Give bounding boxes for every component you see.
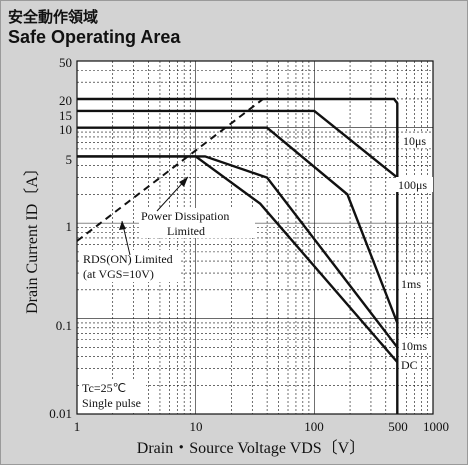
chart-title-japanese: 安全動作領域 [8, 8, 99, 26]
y-tick-label: 10 [59, 122, 72, 137]
x-tick-label: 10 [190, 419, 203, 434]
label-bg [399, 357, 421, 372]
label-bg [80, 379, 146, 412]
y-tick-label: 5 [66, 152, 73, 167]
series-label-10ms: 10ms [401, 339, 427, 353]
rds-on-condition-label: (at VGS=10V) [83, 267, 154, 281]
series-line-100us [77, 109, 399, 179]
series-line-1ms [77, 126, 399, 324]
series-line-rds-on-limited [76, 98, 264, 242]
label-bg [401, 133, 431, 148]
label-bg [139, 208, 255, 238]
plot-frame [76, 60, 434, 415]
label-bg [399, 276, 427, 291]
y-tick-label: 0.1 [56, 318, 72, 333]
label-bg [396, 177, 433, 192]
series-label-1ms: 1ms [401, 277, 421, 291]
y-tick-label: 15 [59, 108, 72, 123]
series-group [76, 97, 399, 414]
y-axis-label: Drain Current ID〔A〕 [23, 160, 41, 314]
x-tick-label: 100 [304, 419, 324, 434]
series-line-10us [77, 97, 399, 414]
x-tick-labels: 1 10 100 500 1000 [74, 419, 449, 434]
chart-title: Safe Operating Area [8, 27, 181, 47]
pointer-arrow [119, 221, 126, 230]
x-tick-label: 500 [388, 419, 408, 434]
label-bg [399, 338, 431, 353]
label-bg [81, 250, 179, 282]
series-label-10us: 10μs [403, 134, 426, 148]
x-tick-label: 1 [74, 419, 81, 434]
series-label-100us: 100μs [398, 178, 427, 192]
series-label-dc: DC [401, 358, 418, 372]
single-pulse-label: Single pulse [82, 396, 141, 410]
tc-condition-label: Tc=25℃ [82, 381, 126, 395]
y-tick-labels: 0.01 0.1 1 5 10 15 20 50 [49, 55, 72, 421]
pointer-arrow [179, 177, 188, 187]
x-axis-label: Drain・Source Voltage VDS〔V〕 [137, 439, 365, 457]
y-tick-label: 20 [59, 93, 72, 108]
power-dissipation-label: Power Dissipation [141, 209, 229, 223]
x-tick-label: 1000 [423, 419, 449, 434]
y-tick-label: 0.01 [49, 406, 72, 421]
rds-on-label: RDS(ON) Limited [83, 252, 173, 266]
power-dissipation-limited-label: Limited [167, 224, 205, 238]
y-tick-label: 1 [66, 219, 73, 234]
y-tick-label: 50 [59, 55, 72, 70]
series-line-dc [77, 155, 399, 363]
